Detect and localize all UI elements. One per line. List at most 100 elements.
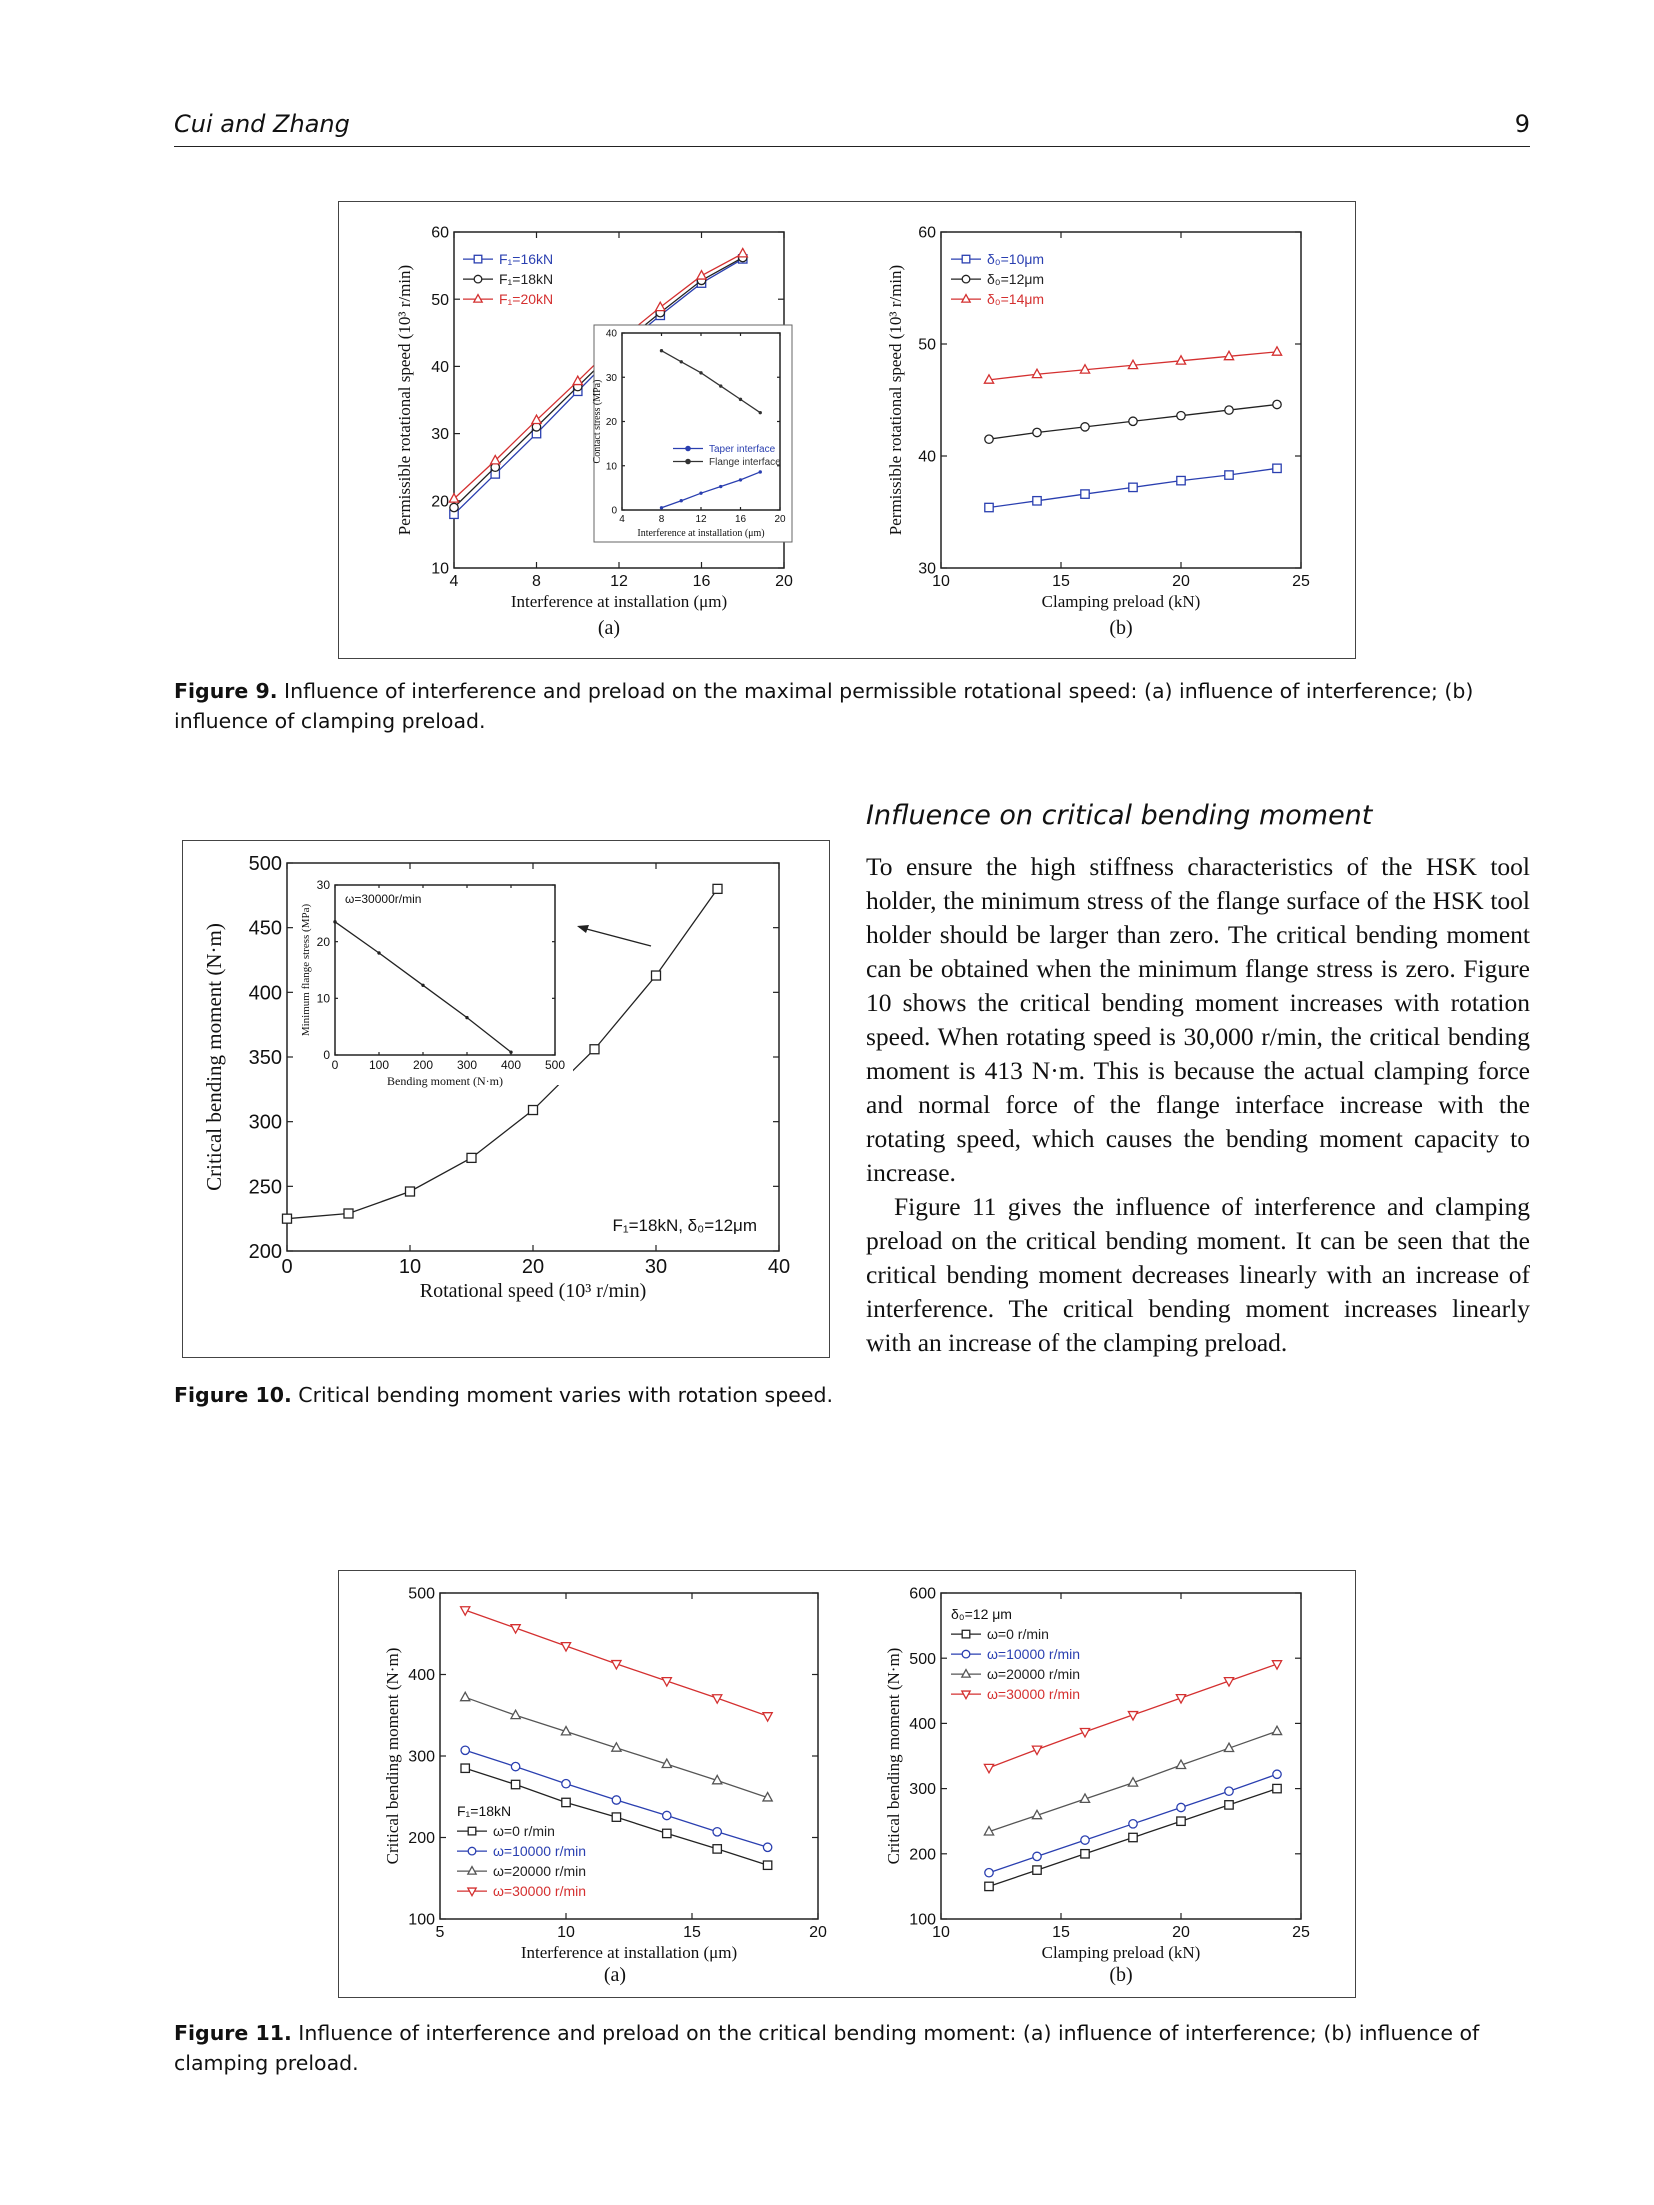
running-header: Cui and Zhang 9: [174, 106, 1530, 147]
header-page-number: 9: [1514, 110, 1530, 138]
data-point: [737, 247, 749, 258]
legend-marker: [961, 254, 971, 264]
x-tick-label: 20: [809, 1924, 827, 1941]
legend-entry: ω=30000 r/min: [987, 1686, 1080, 1702]
data-point: [984, 1867, 994, 1878]
x-tick-label: 8: [659, 514, 665, 525]
legend-entry: Taper interface: [709, 444, 776, 455]
data-point: [661, 1810, 672, 1821]
y-axis-label: Permissible rotational speed (10³ r/min): [886, 265, 905, 535]
x-tick-label: 4: [450, 573, 459, 590]
plot-inset: 4 8 12 16 20 0 10 20 30 40 Interference at install…: [592, 329, 786, 540]
data-point: [1272, 399, 1282, 410]
data-point: [695, 269, 708, 280]
legend-entry: F₁=16kN: [499, 251, 553, 267]
legend-entry: δ₀=12μm: [987, 271, 1044, 287]
legend-marker: [467, 1846, 477, 1856]
data-point: [983, 1825, 995, 1836]
body-paragraph: Figure 11 gives the influence of interfe…: [866, 1192, 1530, 1357]
data-point: [1032, 1865, 1042, 1875]
plot-fig11a: 5 10 15 20 100 200 300 400 500 Interference at in…: [383, 1586, 827, 1962]
data-point: [761, 1791, 774, 1802]
data-point: [659, 349, 664, 353]
y-tick-label: 10: [431, 561, 449, 578]
x-tick-label: 0: [281, 1256, 292, 1278]
y-tick-label: 400: [249, 982, 282, 1004]
data-point: [719, 384, 723, 388]
data-point: [650, 970, 662, 981]
data-point: [1272, 1783, 1282, 1794]
data-point: [1079, 363, 1091, 374]
plot-inset: 0 100 200 300 400 500 0 10 20 30 Bending moment (N…: [300, 878, 565, 1088]
data-point: [983, 1763, 995, 1775]
x-tick-label: 10: [932, 573, 950, 590]
figure-9: 4 8 12 16 20 10 20 30 40 50 60 Interference at inst…: [338, 201, 1356, 659]
x-tick-label: 100: [369, 1058, 389, 1072]
data-point: [719, 484, 723, 489]
y-tick-label: 20: [606, 417, 618, 428]
data-point: [758, 470, 762, 474]
inset-title: ω=30000r/min: [345, 892, 421, 906]
figure-11-caption-text: Influence of interference and preload on…: [174, 2021, 1480, 2075]
data-point: [1080, 422, 1090, 432]
y-tick-label: 30: [317, 878, 331, 892]
x-axis-label: Rotational speed (10³ r/min): [420, 1280, 647, 1302]
data-point: [1128, 1832, 1138, 1843]
y-tick-label: 40: [918, 449, 936, 466]
figure-11-caption: Figure 11. Influence of interference and…: [174, 2018, 1530, 2078]
data-point: [661, 1828, 672, 1839]
data-point: [1175, 1693, 1187, 1705]
y-tick-label: 100: [408, 1912, 435, 1929]
data-point: [711, 1774, 723, 1785]
x-tick-label: 12: [610, 573, 628, 590]
data-point: [712, 1844, 723, 1854]
data-point: [654, 300, 666, 312]
y-tick-label: 100: [909, 1912, 936, 1929]
data-point: [1176, 1802, 1186, 1813]
data-point: [659, 506, 664, 510]
x-axis-label: Interference at installation (μm): [637, 528, 764, 539]
data-point: [711, 1694, 723, 1705]
data-point: [460, 1763, 471, 1774]
x-tick-label: 20: [522, 1256, 544, 1278]
data-point: [1128, 482, 1138, 493]
data-point: [1127, 358, 1139, 370]
data-point: [589, 1044, 600, 1055]
data-point: [1224, 1800, 1234, 1810]
y-tick-label: 350: [249, 1047, 282, 1069]
x-tick-label: 20: [774, 514, 786, 525]
data-point: [489, 454, 501, 465]
data-point: [1271, 1660, 1283, 1671]
legend-title: δ₀=12 μm: [951, 1606, 1012, 1622]
data-point: [510, 1779, 521, 1790]
data-point: [459, 1690, 471, 1702]
figure-9-caption-text: Influence of interference and preload on…: [174, 679, 1474, 733]
data-point: [679, 360, 683, 364]
legend-entry: ω=0 r/min: [493, 1823, 555, 1839]
body-paragraph: To ensure the high stiffness characteris…: [866, 852, 1530, 1187]
data-point: [281, 1213, 293, 1224]
x-tick-label: 500: [545, 1058, 565, 1072]
data-point: [762, 1860, 773, 1871]
data-point: [661, 1677, 673, 1688]
legend-marker: [960, 293, 972, 303]
data-point: [679, 499, 683, 503]
data-point: [459, 1606, 471, 1617]
y-tick-label: 50: [431, 292, 449, 309]
legend-marker: [685, 445, 691, 452]
series-line: [661, 471, 761, 509]
data-point: [699, 371, 703, 375]
data-point: [1176, 475, 1186, 486]
x-tick-label: 12: [695, 514, 707, 525]
x-tick-label: 15: [1052, 1924, 1070, 1941]
data-point: [738, 478, 743, 482]
y-axis-label: Critical bending moment (N·m): [884, 1648, 903, 1865]
legend-entry: F₁=20kN: [499, 291, 553, 307]
data-point: [1271, 345, 1283, 356]
data-point: [560, 1725, 572, 1736]
section-body: To ensure the high stiffness characteris…: [866, 850, 1530, 1360]
figure-10-plot: 0 10 20 30 40200250300350400450500Rotational…: [202, 853, 790, 1302]
y-tick-label: 20: [431, 493, 449, 510]
x-tick-label: 15: [683, 1924, 701, 1941]
